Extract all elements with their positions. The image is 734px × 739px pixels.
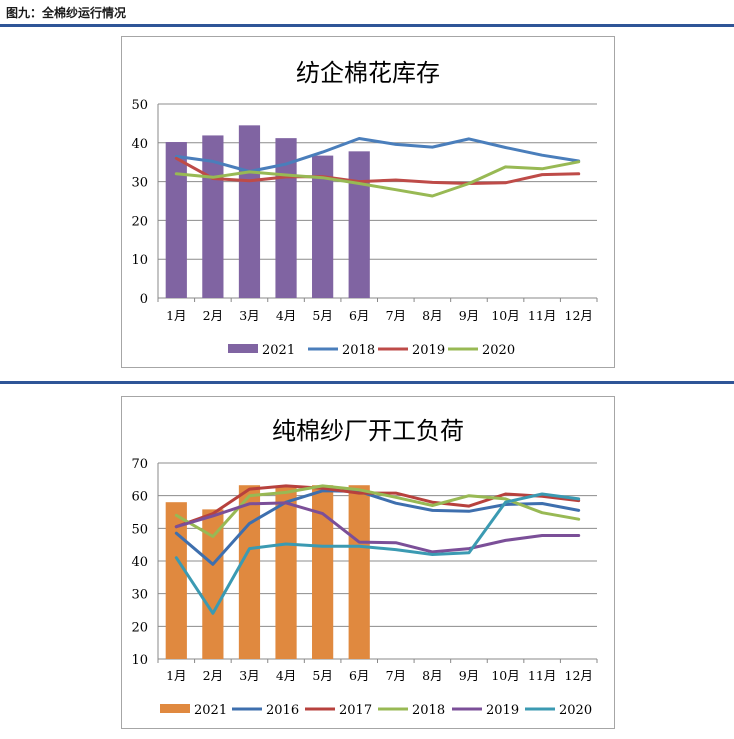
section-rule	[0, 381, 734, 384]
y-tick-label: 10	[131, 653, 148, 668]
y-tick-label: 30	[131, 588, 148, 603]
y-tick-label: 50	[131, 98, 148, 113]
bar-2021	[238, 125, 261, 298]
legend-label: 2019	[486, 703, 519, 718]
legend-label: 2016	[266, 703, 299, 718]
x-tick-label: 3月	[239, 668, 259, 683]
legend-item-2020: 2020	[525, 703, 592, 718]
legend-swatch	[228, 344, 258, 353]
legend-label: 2021	[262, 343, 295, 358]
x-tick-label: 12月	[565, 668, 593, 683]
x-tick-label: 9月	[459, 668, 479, 683]
x-tick-label: 5月	[312, 308, 332, 323]
legend-item-2019: 2019	[452, 703, 519, 718]
legend-item-2019: 2019	[378, 343, 445, 358]
x-tick-label: 1月	[166, 668, 186, 683]
bar-2021	[165, 142, 187, 298]
bar-2021	[348, 151, 370, 298]
figure-header: 图九：全棉纱运行情况	[0, 0, 734, 30]
bar-2021	[165, 502, 187, 659]
x-tick-label: 2月	[203, 668, 223, 683]
x-tick-label: 12月	[565, 308, 593, 323]
y-tick-label: 30	[131, 176, 148, 191]
header-rule-top	[0, 24, 734, 27]
x-tick-label: 3月	[239, 308, 259, 323]
series-line-2016	[174, 489, 581, 566]
y-tick-label: 20	[131, 214, 148, 229]
legend-item-2018: 2018	[308, 343, 375, 358]
legend-item-2021: 2021	[160, 703, 227, 718]
series-line-2020	[174, 160, 581, 198]
legend-label: 2019	[412, 343, 445, 358]
y-tick-label: 0	[140, 292, 148, 307]
bar-2021	[238, 485, 261, 659]
bar-2021	[275, 487, 297, 659]
x-tick-label: 4月	[276, 308, 296, 323]
chart-title: 纺企棉花库存	[296, 59, 440, 87]
x-tick-label: 4月	[276, 668, 296, 683]
y-tick-label: 40	[131, 555, 148, 570]
x-tick-label: 2月	[203, 308, 223, 323]
y-tick-label: 10	[131, 253, 148, 268]
legend-label: 2017	[339, 703, 372, 718]
legend-item-2020: 2020	[448, 343, 515, 358]
legend-label: 2018	[412, 703, 445, 718]
x-tick-label: 8月	[422, 308, 442, 323]
chart-title: 纯棉纱厂开工负荷	[272, 417, 464, 445]
y-tick-label: 70	[131, 457, 148, 472]
legend-label: 2021	[194, 703, 227, 718]
chart-panel-yarn-operating-rate: 纯棉纱厂开工负荷 10 20 30 40 50 60 70 1月 2月 3月 4月 5月 6月 7月 8月 9月…	[121, 396, 615, 729]
y-tick-label: 50	[131, 522, 148, 537]
x-tick-label: 10月	[491, 668, 519, 683]
x-tick-label: 10月	[491, 308, 519, 323]
x-tick-label: 6月	[349, 668, 369, 683]
x-tick-label: 11月	[528, 308, 556, 323]
bar-2021	[348, 485, 370, 659]
chart-cotton-inventory: 纺企棉花库存 0 10 20 30 40 50 1月 2月 3月 4月 5月 6月 7月 8月 9月 10月 11…	[131, 59, 598, 358]
series-line-2019	[174, 156, 581, 185]
x-tick-label: 9月	[459, 308, 479, 323]
x-tick-label: 5月	[312, 668, 332, 683]
legend-item-2021: 2021	[228, 343, 295, 358]
legend-label: 2018	[342, 343, 375, 358]
legend-swatch	[160, 704, 190, 713]
chart-yarn-operating-rate: 纯棉纱厂开工负荷 10 20 30 40 50 60 70 1月 2月 3月 4月 5月 6月 7月 8月 9月…	[131, 417, 598, 718]
y-tick-label: 40	[131, 137, 148, 152]
x-tick-label: 1月	[166, 308, 186, 323]
series-line-2018	[174, 137, 581, 173]
series-line-2019	[174, 501, 581, 554]
legend-item-2018: 2018	[378, 703, 445, 718]
bar-2021	[312, 485, 334, 659]
series-line-2020	[174, 492, 581, 615]
legend-item-2017: 2017	[305, 703, 372, 718]
legend-label: 2020	[482, 343, 515, 358]
x-tick-label: 11月	[528, 668, 556, 683]
figure-title: 图九：全棉纱运行情况	[6, 6, 127, 20]
legend-label: 2020	[559, 703, 592, 718]
bar-2021	[202, 509, 224, 659]
legend-item-2016: 2016	[232, 703, 299, 718]
chart-panel-cotton-inventory: 纺企棉花库存 0 10 20 30 40 50 1月 2月 3月 4月 5月 6月 7月 8月 9月 10月 11…	[121, 36, 615, 368]
x-tick-label: 7月	[386, 308, 406, 323]
x-tick-label: 6月	[349, 308, 369, 323]
x-tick-label: 8月	[422, 668, 442, 683]
bar-2021	[312, 155, 334, 298]
y-tick-label: 20	[131, 620, 148, 635]
x-tick-label: 7月	[386, 668, 406, 683]
y-tick-label: 60	[131, 490, 148, 505]
